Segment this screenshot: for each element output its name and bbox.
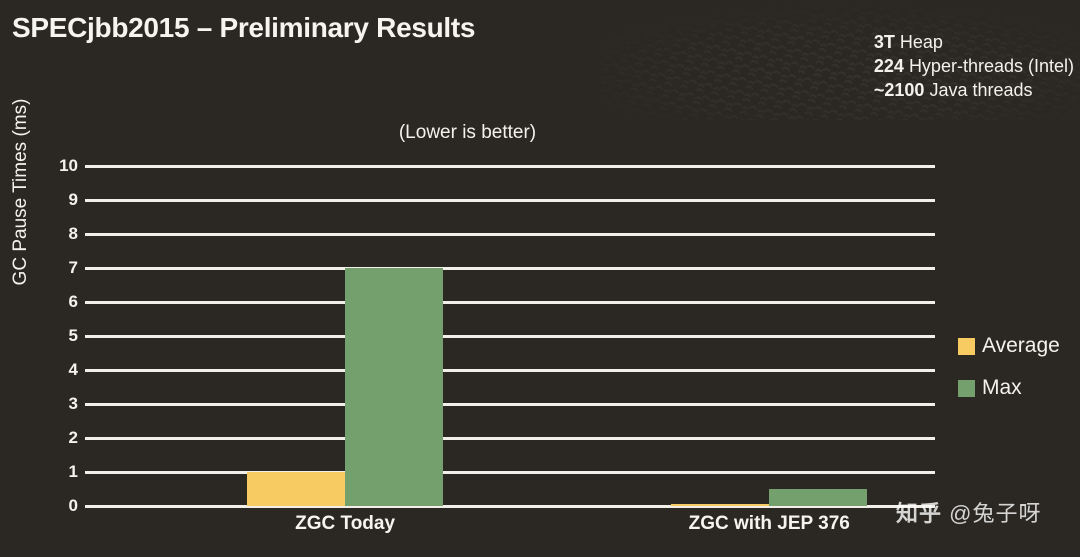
legend-item-max[interactable]: Max [958,367,1060,409]
config-summary: 3T Heap 224 Hyper-threads (Intel) ~2100 … [874,30,1074,102]
y-axis-tick-label: 1 [68,462,78,481]
config-row-hyperthreads: 224 Hyper-threads (Intel) [874,54,1074,78]
gridline [85,470,935,474]
gridline [85,436,935,440]
chart-legend: Average Max [958,325,1060,409]
config-row-java-threads: ~2100 Java threads [874,78,1074,102]
config-key-heap: 3T [873,32,895,52]
y-axis-tick-label: 0 [68,496,78,515]
page-title: SPECjbb2015 – Preliminary Results [12,12,476,43]
config-value-heap: Heap [899,32,943,52]
y-axis-tick-label: 8 [68,224,78,243]
bar-max-0 [345,268,444,506]
y-axis-tick-label: 4 [68,360,78,379]
y-axis-tick-label: 3 [68,394,78,413]
gridline [85,164,935,168]
y-axis-tick-label: 2 [68,428,78,447]
bar-group-container [85,166,935,506]
x-axis-label: ZGC with JEP 376 [688,513,850,534]
y-axis-tick-label: 9 [68,190,78,209]
config-key-java-threads: ~2100 [873,80,925,100]
bar-max-1 [769,489,868,506]
legend-item-average[interactable]: Average [958,325,1060,367]
gridline [85,266,935,270]
gridline [85,300,935,304]
bar-average-0 [247,472,346,506]
gridline [85,198,935,202]
y-axis-tick-label: 10 [59,156,78,175]
y-axis-tick-label: 5 [68,326,78,345]
legend-swatch-average [958,337,975,355]
gridline [85,402,935,406]
y-axis-tick-label: 6 [68,292,78,311]
y-axis-title-wrap: GC Pause Times (ms) [0,99,40,506]
chart-subtitle: (Lower is better) [398,122,537,143]
y-axis-ticks: 10 9 8 7 6 5 4 3 2 1 0 [38,156,78,515]
legend-label: Average [982,334,1060,357]
watermark-user: @兔子呀 [949,501,1042,526]
gridline [85,504,935,508]
config-value-java-threads: Java threads [929,80,1033,100]
config-value-hyperthreads: Hyper-threads (Intel) [908,56,1074,76]
gridline [85,334,935,338]
legend-swatch-max [958,379,975,397]
plot-area [85,164,935,508]
config-row-heap: 3T Heap [874,30,1074,54]
y-axis-title: GC Pause Times (ms) [10,98,31,286]
legend-label: Max [982,376,1022,399]
config-key-hyperthreads: 224 [873,56,904,76]
bar-average-1 [671,504,770,506]
gridline [85,368,935,372]
x-axis-label: ZGC Today [295,513,396,534]
y-axis-tick-label: 7 [68,258,78,277]
gridline [85,232,935,236]
